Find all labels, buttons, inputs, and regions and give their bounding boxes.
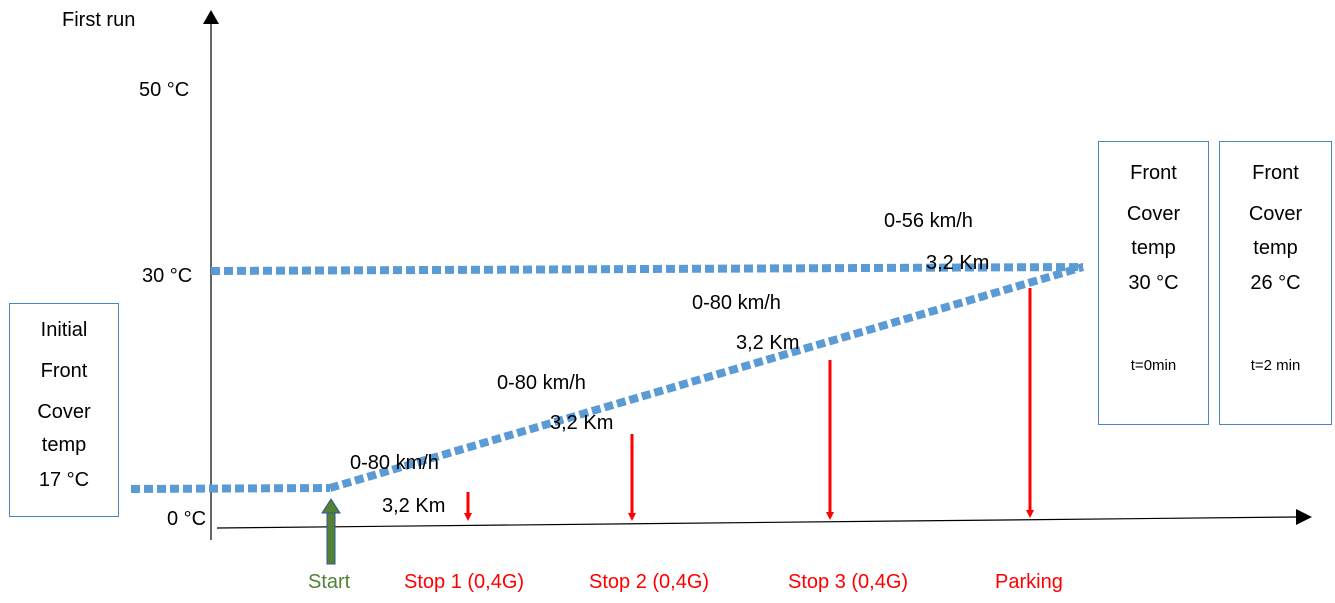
final-box-1-time: t=0min	[1130, 357, 1177, 374]
event-label-stop-1: Stop 1 (0,4G)	[404, 571, 525, 593]
event-label-start: Start	[308, 571, 351, 593]
segment-1-speed: 0-80 km/h	[350, 452, 439, 474]
final-box-1-line-1: Front	[1130, 162, 1177, 184]
final-temp-box-t2: Front Cover temp 26 °C t=2 min	[1219, 141, 1332, 425]
final-box-2-line-2: Cover	[1248, 203, 1303, 225]
trend-line-rise	[328, 263, 1085, 492]
initial-box-line-4: temp	[41, 434, 87, 456]
y-axis-arrowhead-icon	[203, 10, 219, 24]
segment-4-distance: 3,2 Km	[926, 252, 990, 274]
stop-3-arrow-icon	[826, 360, 834, 520]
final-box-2-line-1: Front	[1252, 162, 1299, 184]
stop-2-arrow-icon	[628, 434, 636, 521]
initial-box-line-3: Cover	[37, 401, 91, 423]
segment-3-distance: 3,2 Km	[736, 332, 800, 354]
final-box-2-line-3: temp	[1253, 237, 1298, 259]
segment-2-speed: 0-80 km/h	[497, 372, 586, 394]
trend-line-initial	[130, 484, 331, 493]
initial-box-line-1: Initial	[40, 319, 88, 341]
segment-4-speed: 0-56 km/h	[884, 210, 973, 232]
segment-2-distance: 3,2 Km	[550, 412, 614, 434]
start-arrow-icon	[321, 498, 341, 565]
y-tick-30c: 30 °C	[142, 265, 193, 287]
y-tick-50c: 50 °C	[139, 79, 190, 101]
trend-line-30c	[210, 263, 1084, 275]
diagram-title: First run	[62, 9, 136, 31]
segment-1-distance: 3,2 Km	[382, 495, 446, 517]
initial-box-line-2: Front	[40, 360, 88, 382]
parking-arrow-icon	[1026, 288, 1034, 518]
final-temp-box-t0: Front Cover temp 30 °C t=0min	[1098, 141, 1209, 425]
y-tick-0c: 0 °C	[167, 508, 207, 530]
final-box-1-line-2: Cover	[1126, 203, 1181, 225]
segment-3-speed: 0-80 km/h	[692, 292, 781, 314]
event-label-parking: Parking	[995, 571, 1063, 593]
final-box-1-line-4: 30 °C	[1128, 272, 1179, 294]
stop-1-arrow-icon	[464, 492, 472, 521]
x-axis	[216, 516, 1299, 529]
final-box-2-line-4: 26 °C	[1250, 272, 1301, 294]
event-label-stop-2: Stop 2 (0,4G)	[589, 571, 710, 593]
event-label-stop-3: Stop 3 (0,4G)	[788, 571, 909, 593]
initial-box-line-5: 17 °C	[38, 469, 90, 491]
final-box-2-time: t=2 min	[1250, 357, 1301, 374]
x-axis-arrowhead-icon	[1296, 509, 1312, 525]
initial-temp-box: Initial Front Cover temp 17 °C	[9, 303, 119, 517]
final-box-1-line-3: temp	[1131, 237, 1176, 259]
